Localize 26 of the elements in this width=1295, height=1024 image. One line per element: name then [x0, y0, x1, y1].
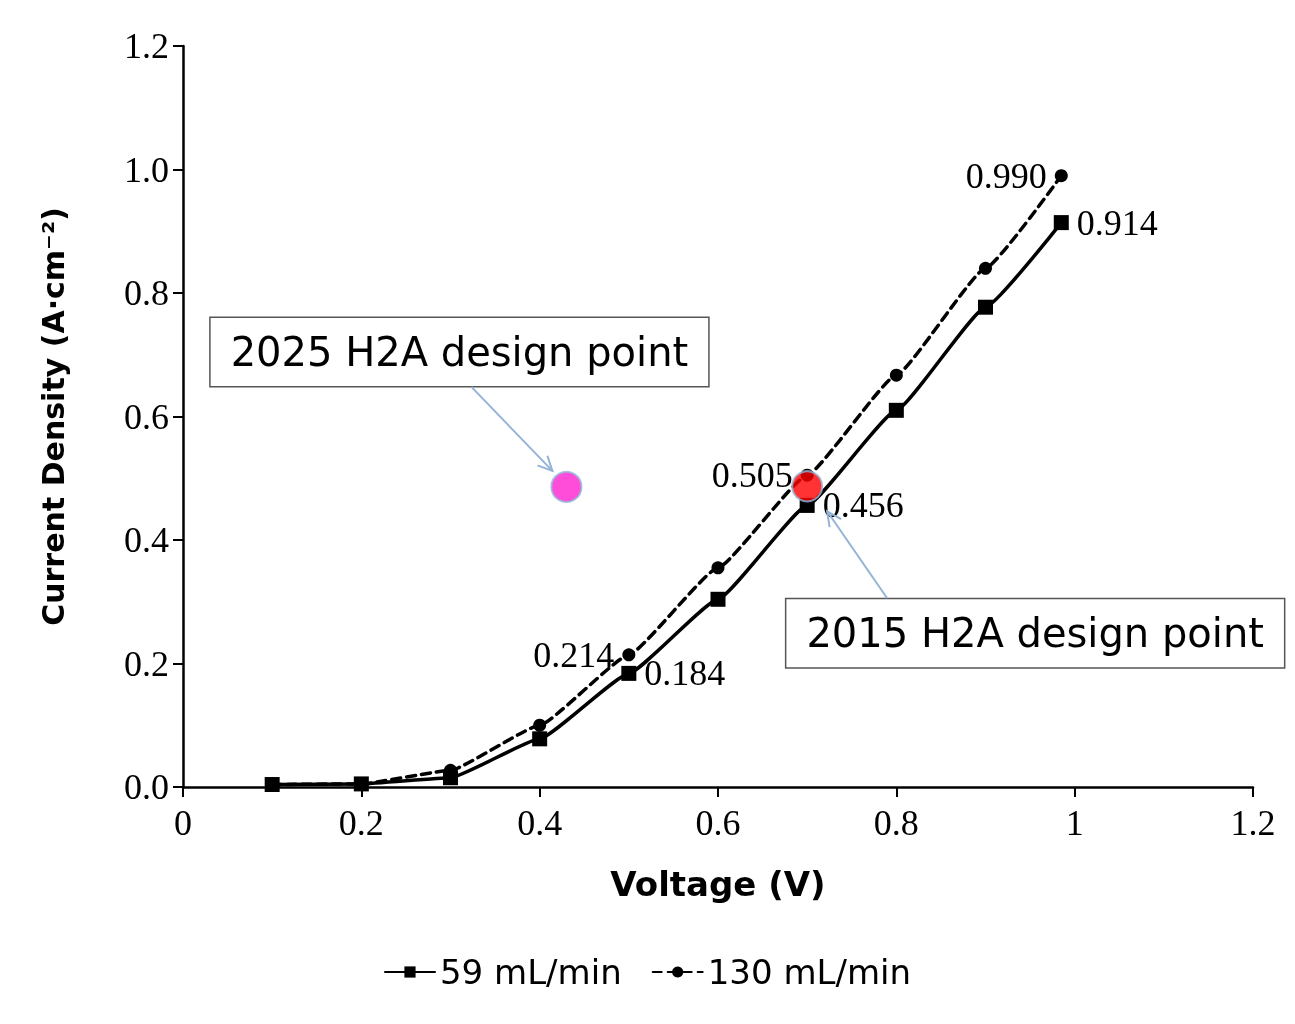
x-axis-title: Voltage (V) [610, 864, 826, 904]
x-tick-label: 0.6 [695, 803, 741, 843]
legend-label: 59 mL/min [439, 952, 622, 992]
y-tick-label: 0.2 [124, 643, 169, 684]
data-label: 0.990 [965, 155, 1047, 196]
data-label: 0.505 [711, 455, 793, 496]
annotation: 2015 H2A design point [806, 610, 1264, 657]
x-tick-label: 0.8 [873, 803, 919, 843]
legend-label: 130 mL/min [707, 952, 912, 992]
y-tick-label: 0.8 [124, 273, 169, 313]
x-tick-label: 0.2 [338, 803, 384, 843]
data-label: 0.184 [644, 653, 726, 694]
data-label: 0.214 [533, 634, 615, 675]
x-tick-label: 1.2 [1230, 803, 1276, 843]
x-tick-label: 0.4 [517, 803, 563, 843]
x-tick-label: 0 [174, 803, 192, 843]
data-label: 0.456 [822, 485, 904, 526]
y-tick-label: 1.2 [124, 26, 169, 66]
annotation: 2025 H2A design point [230, 328, 689, 375]
data-label: 0.914 [1076, 202, 1158, 243]
y-axis-title: Current Density (A·cm⁻²) [35, 207, 71, 626]
y-tick-label: 1.0 [124, 149, 169, 190]
x-tick-label: 1 [1065, 803, 1084, 843]
y-tick-label: 0.0 [124, 767, 169, 807]
y-tick-label: 0.4 [124, 520, 169, 560]
y-tick-label: 0.6 [124, 396, 169, 437]
